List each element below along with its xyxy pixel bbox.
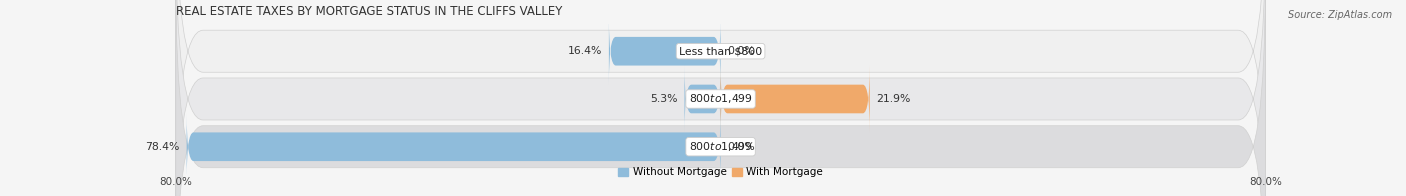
Legend: Without Mortgage, With Mortgage: Without Mortgage, With Mortgage [614, 163, 827, 181]
FancyBboxPatch shape [176, 0, 1265, 196]
Text: 21.9%: 21.9% [876, 94, 911, 104]
Text: 78.4%: 78.4% [145, 142, 180, 152]
FancyBboxPatch shape [187, 113, 721, 180]
FancyBboxPatch shape [176, 0, 1265, 196]
Text: 0.0%: 0.0% [727, 46, 755, 56]
Text: 5.3%: 5.3% [650, 94, 678, 104]
Text: $800 to $1,499: $800 to $1,499 [689, 140, 752, 153]
Text: Source: ZipAtlas.com: Source: ZipAtlas.com [1288, 10, 1392, 20]
Text: 16.4%: 16.4% [568, 46, 602, 56]
FancyBboxPatch shape [176, 0, 1265, 196]
Text: $800 to $1,499: $800 to $1,499 [689, 93, 752, 105]
FancyBboxPatch shape [721, 65, 870, 132]
Text: Less than $800: Less than $800 [679, 46, 762, 56]
Text: 0.0%: 0.0% [727, 142, 755, 152]
FancyBboxPatch shape [609, 18, 721, 85]
Text: REAL ESTATE TAXES BY MORTGAGE STATUS IN THE CLIFFS VALLEY: REAL ESTATE TAXES BY MORTGAGE STATUS IN … [176, 5, 562, 18]
FancyBboxPatch shape [685, 65, 721, 132]
